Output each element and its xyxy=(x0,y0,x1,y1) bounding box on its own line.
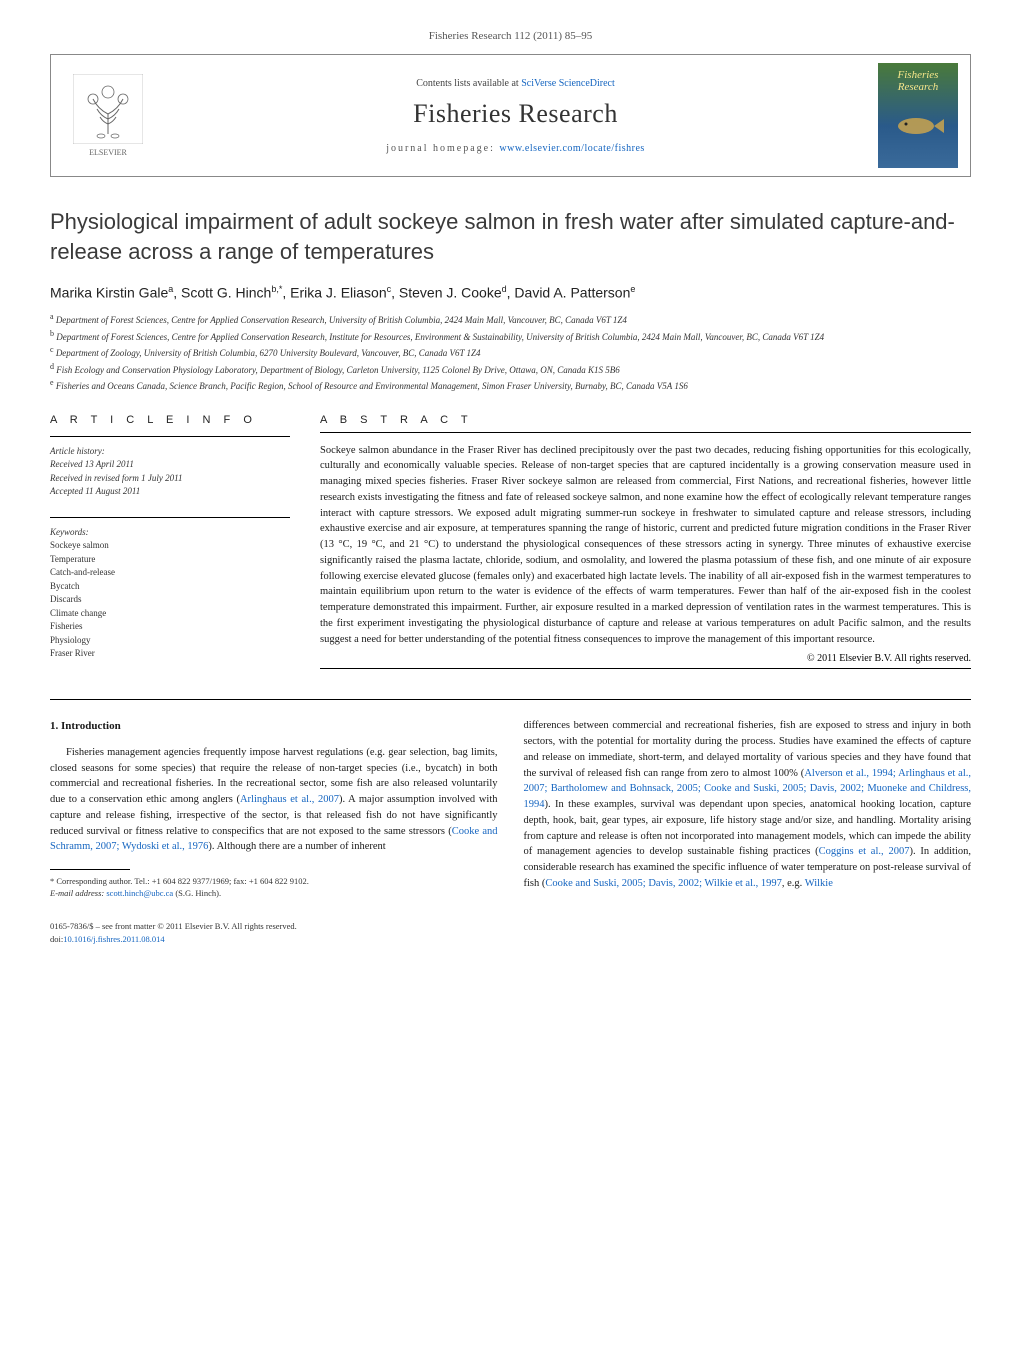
info-abstract-row: A R T I C L E I N F O Article history: R… xyxy=(50,414,971,678)
journal-homepage-link[interactable]: www.elsevier.com/locate/fishres xyxy=(499,143,644,154)
issn-line: 0165-7836/$ – see front matter © 2011 El… xyxy=(50,920,971,933)
doi-line: doi:10.1016/j.fishres.2011.08.014 xyxy=(50,933,971,946)
abstract-text: Sockeye salmon abundance in the Fraser R… xyxy=(320,443,971,648)
corresponding-author-footnote: * Corresponding author. Tel.: +1 604 822… xyxy=(50,876,498,900)
keywords-list: Sockeye salmonTemperatureCatch-and-relea… xyxy=(50,539,290,661)
article-info-column: A R T I C L E I N F O Article history: R… xyxy=(50,414,290,678)
body-right-column: differences between commercial and recre… xyxy=(524,718,972,900)
doi-link[interactable]: 10.1016/j.fishres.2011.08.014 xyxy=(63,934,164,944)
journal-cover-thumbnail: Fisheries Research xyxy=(878,63,958,168)
keywords-label: Keywords: xyxy=(50,526,290,540)
authors-line: Marika Kirstin Galea, Scott G. Hinchb,*,… xyxy=(50,284,971,301)
contents-available-line: Contents lists available at SciVerse Sci… xyxy=(153,78,878,89)
email-suffix: (S.G. Hinch). xyxy=(173,888,221,898)
cover-title-line-1: Fisheries xyxy=(898,69,939,81)
keywords-block: Keywords: Sockeye salmonTemperatureCatch… xyxy=(50,526,290,661)
introduction-heading: 1. Introduction xyxy=(50,718,498,735)
email-label: E-mail address: xyxy=(50,888,106,898)
article-history: Article history: Received 13 April 2011 … xyxy=(50,445,290,499)
contents-prefix: Contents lists available at xyxy=(416,78,521,89)
divider xyxy=(50,436,290,437)
journal-name: Fisheries Research xyxy=(153,99,878,129)
corresponding-line: * Corresponding author. Tel.: +1 604 822… xyxy=(50,876,498,888)
corresponding-email-link[interactable]: scott.hinch@ubc.ca xyxy=(106,888,173,898)
homepage-line: journal homepage: www.elsevier.com/locat… xyxy=(153,143,878,154)
section-divider xyxy=(50,699,971,700)
doi-prefix: doi: xyxy=(50,934,63,944)
journal-running-header: Fisheries Research 112 (2011) 85–95 xyxy=(50,30,971,42)
article-title: Physiological impairment of adult sockey… xyxy=(50,207,971,266)
body-left-column: 1. Introduction Fisheries management age… xyxy=(50,718,498,900)
sciencedirect-link[interactable]: SciVerse ScienceDirect xyxy=(521,78,615,89)
abstract-column: A B S T R A C T Sockeye salmon abundance… xyxy=(320,414,971,678)
cover-fish-icon xyxy=(888,101,948,151)
intro-paragraph-left: Fisheries management agencies frequently… xyxy=(50,745,498,855)
body-columns: 1. Introduction Fisheries management age… xyxy=(50,718,971,900)
copyright-line: © 2011 Elsevier B.V. All rights reserved… xyxy=(320,653,971,664)
history-revised: Received in revised form 1 July 2011 xyxy=(50,472,290,486)
article-info-label: A R T I C L E I N F O xyxy=(50,414,290,426)
cover-title-line-2: Research xyxy=(898,81,939,93)
journal-masthead-box: ELSEVIER Contents lists available at Sci… xyxy=(50,54,971,177)
email-line: E-mail address: scott.hinch@ubc.ca (S.G.… xyxy=(50,888,498,900)
intro-paragraph-right: differences between commercial and recre… xyxy=(524,718,972,891)
elsevier-tree-icon xyxy=(73,74,143,144)
homepage-prefix: journal homepage: xyxy=(386,143,499,154)
history-label: Article history: xyxy=(50,445,290,459)
divider xyxy=(50,517,290,518)
elsevier-logo: ELSEVIER xyxy=(63,66,153,166)
history-received: Received 13 April 2011 xyxy=(50,458,290,472)
footnote-divider xyxy=(50,869,130,870)
divider xyxy=(320,668,971,669)
affiliations-block: a Department of Forest Sciences, Centre … xyxy=(50,311,971,394)
abstract-label: A B S T R A C T xyxy=(320,414,971,433)
masthead-center: Contents lists available at SciVerse Sci… xyxy=(153,78,878,154)
elsevier-label: ELSEVIER xyxy=(89,148,127,157)
page-footer: 0165-7836/$ – see front matter © 2011 El… xyxy=(50,920,971,946)
history-accepted: Accepted 11 August 2011 xyxy=(50,485,290,499)
